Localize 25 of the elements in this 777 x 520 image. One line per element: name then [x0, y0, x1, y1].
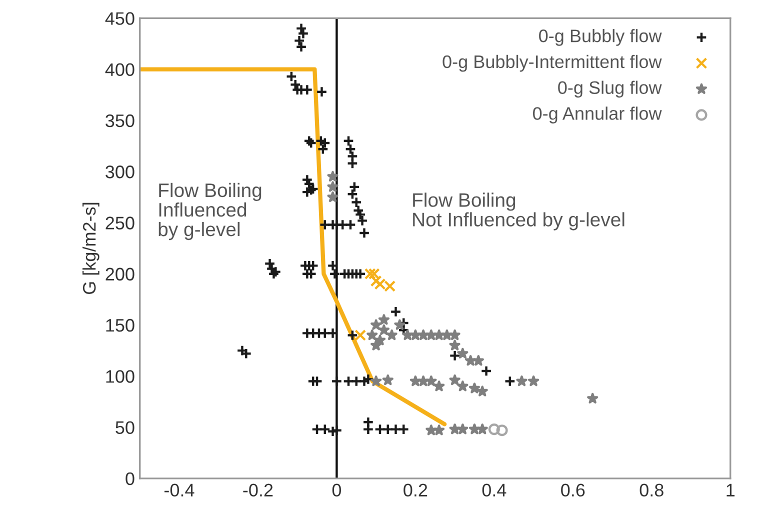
x-tick-label: 0.4	[482, 484, 506, 497]
annotation: Flow Boiling Influenced by g-level	[158, 182, 262, 240]
y-tick-label: 450	[105, 12, 134, 25]
y-tick-label: 0	[126, 472, 134, 486]
y-tick-label: 150	[106, 318, 134, 332]
x-tick-label: 0	[332, 484, 342, 497]
x-tick-label: 0.6	[561, 484, 585, 497]
y-tick-label: 250	[106, 216, 134, 230]
y-tick-label: 50	[116, 421, 134, 434]
y-tick-label: 200	[106, 268, 134, 281]
legend-label: 0-g Slug flow	[558, 80, 662, 98]
y-axis-title: G [kg/m2-s]	[82, 202, 100, 294]
x-tick-label: 0.2	[404, 484, 428, 497]
x-tick-label: 1	[726, 484, 735, 496]
x-tick-label: -0.2	[243, 484, 273, 497]
annotation: Flow Boiling Not Influenced by g-level	[413, 192, 624, 230]
x-tick-label: 0.8	[640, 484, 664, 497]
y-tick-label: 400	[105, 63, 134, 76]
y-tick-label: 350	[106, 114, 134, 128]
legend-label: 0-g Bubbly flow	[539, 29, 662, 46]
legend-label: 0-g Bubbly-Intermittent flow	[442, 54, 662, 72]
legend-label: 0-g Annular flow	[533, 106, 662, 124]
x-tick-label: -0.4	[164, 484, 194, 497]
y-tick-label: 100	[106, 370, 134, 383]
y-tick-label: 300	[106, 166, 134, 178]
